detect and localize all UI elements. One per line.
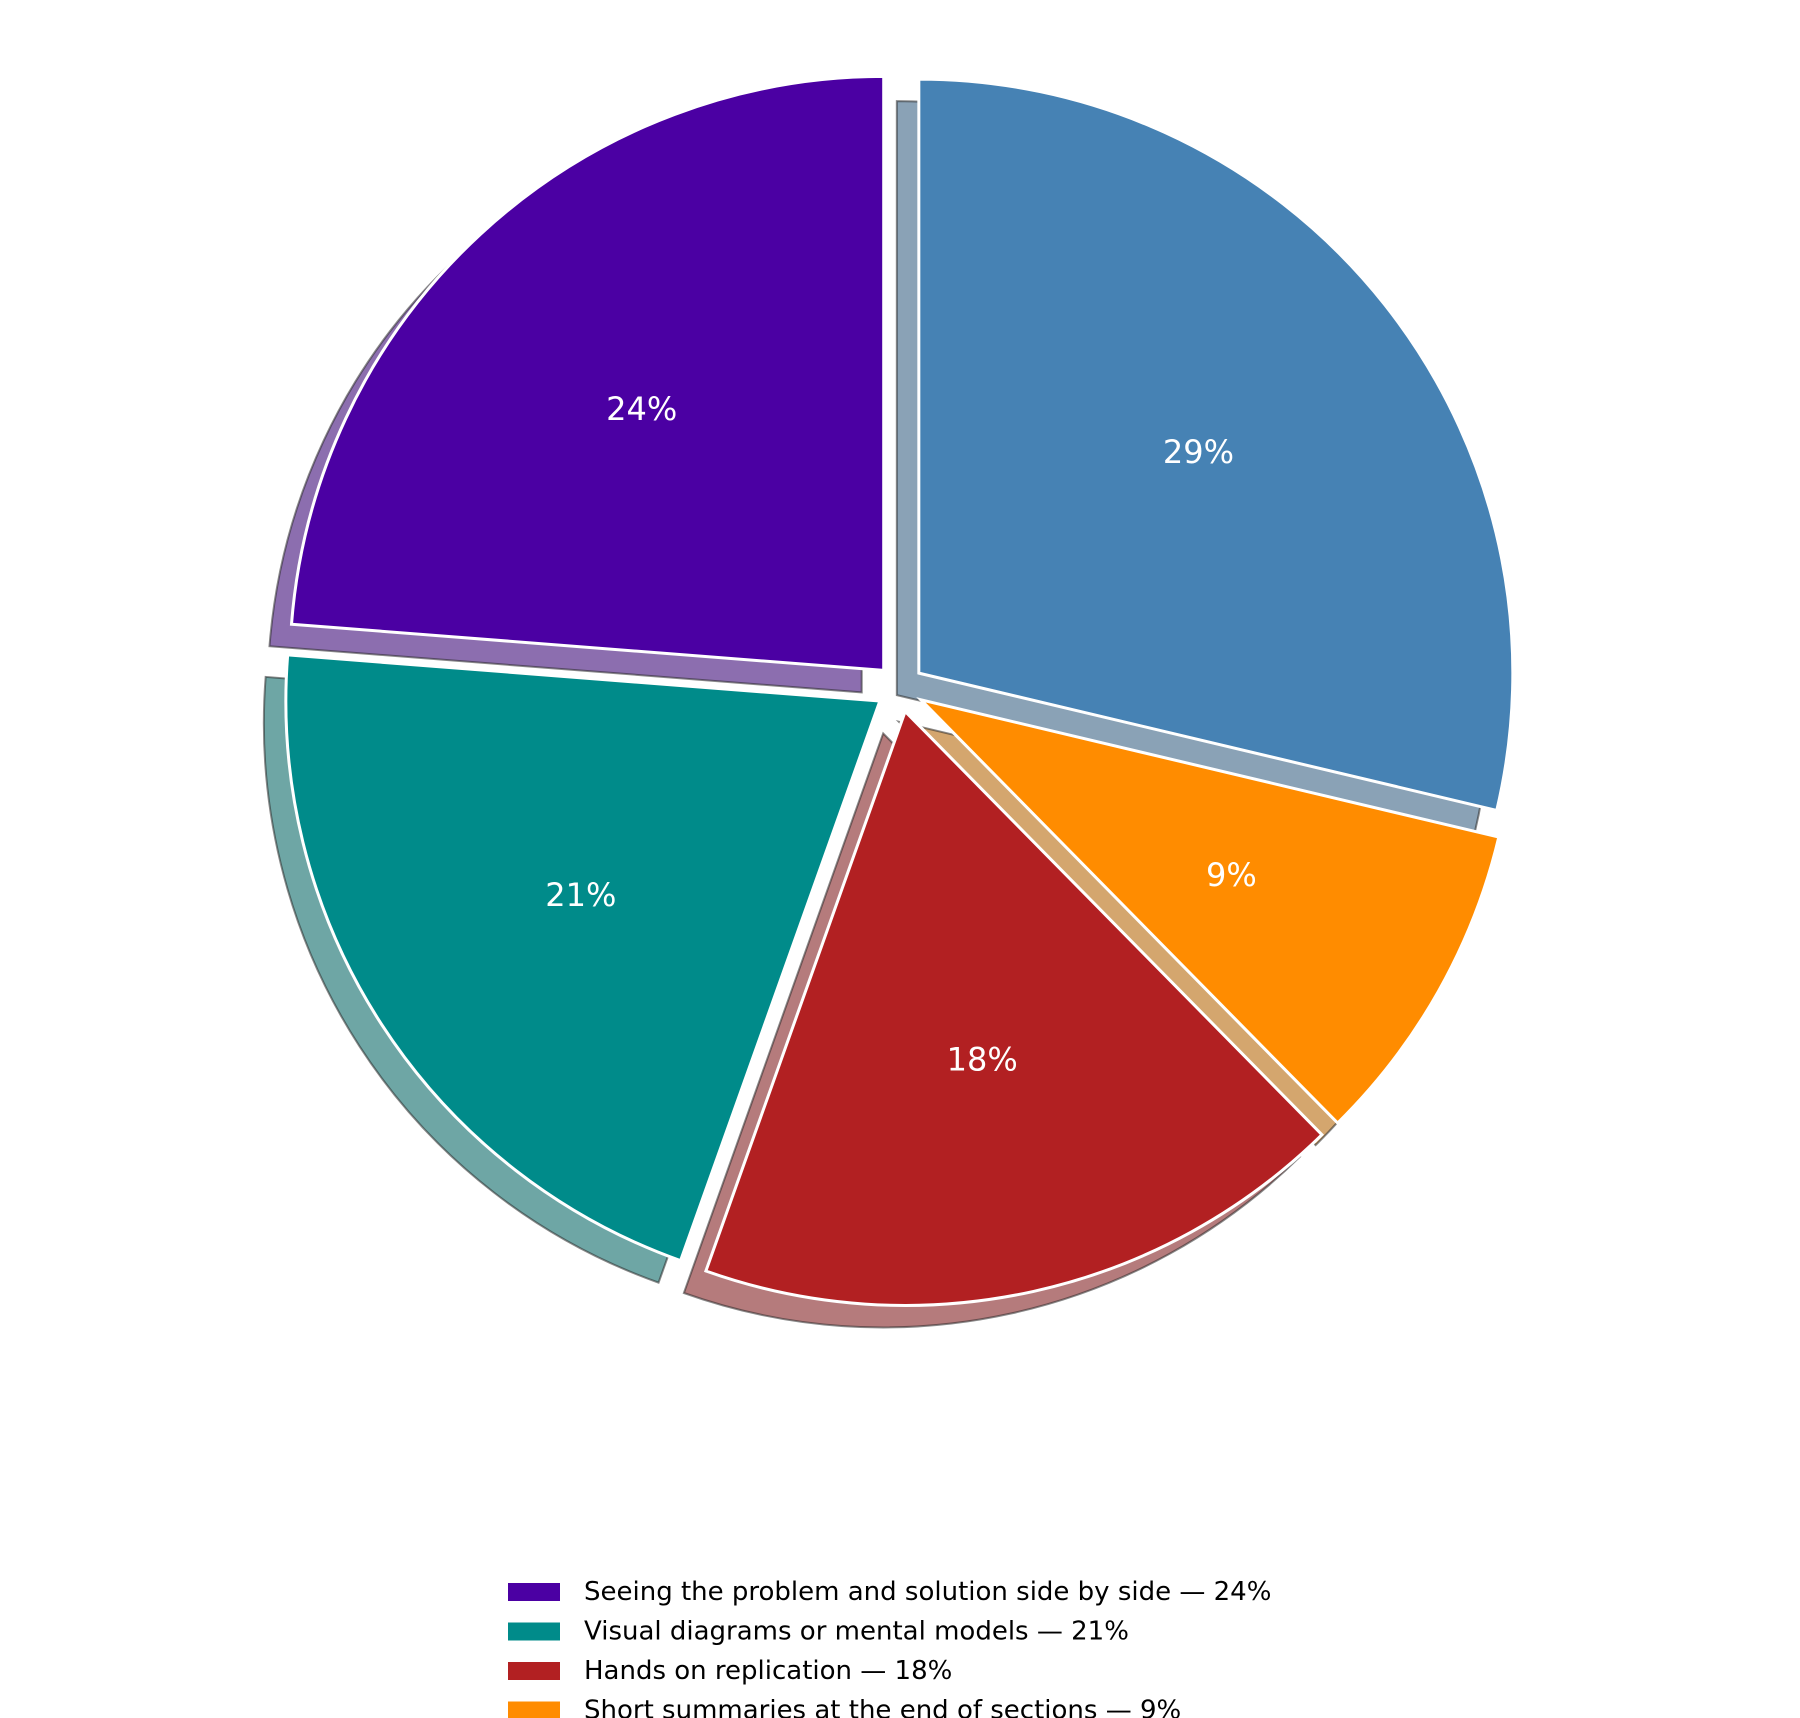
legend-swatch-2 [508, 1662, 560, 1680]
pie-labels: 24% 21% 18% 9% 29% [545, 390, 1256, 1079]
pie-slice-3 [916, 697, 1501, 1126]
legend-swatch-3 [508, 1701, 560, 1718]
pie-slice-label-4: 29% [1163, 433, 1234, 471]
pie-slice-2 [703, 708, 1325, 1307]
legend-swatch-0 [508, 1583, 560, 1601]
pie-slice-1 [284, 653, 882, 1263]
pie-wedges [284, 74, 1515, 1307]
legend: Seeing the problem and solution side by … [508, 1577, 1271, 1718]
pie-slice-label-3: 9% [1206, 856, 1257, 894]
legend-entry-0: Seeing the problem and solution side by … [584, 1577, 1271, 1607]
legend-entry-3: Short summaries at the end of sections —… [584, 1696, 1181, 1718]
pie-slice-label-0: 24% [606, 390, 677, 428]
pie-slice-label-2: 18% [947, 1040, 1018, 1078]
legend-swatch-1 [508, 1622, 560, 1641]
legend-entry-2: Hands on replication — 18% [584, 1656, 952, 1686]
pie-slice-0 [289, 74, 886, 673]
pie-slice-label-1: 21% [545, 876, 616, 914]
pie-slice-4 [917, 77, 1515, 813]
legend-entry-1: Visual diagrams or mental models — 21% [584, 1617, 1129, 1647]
